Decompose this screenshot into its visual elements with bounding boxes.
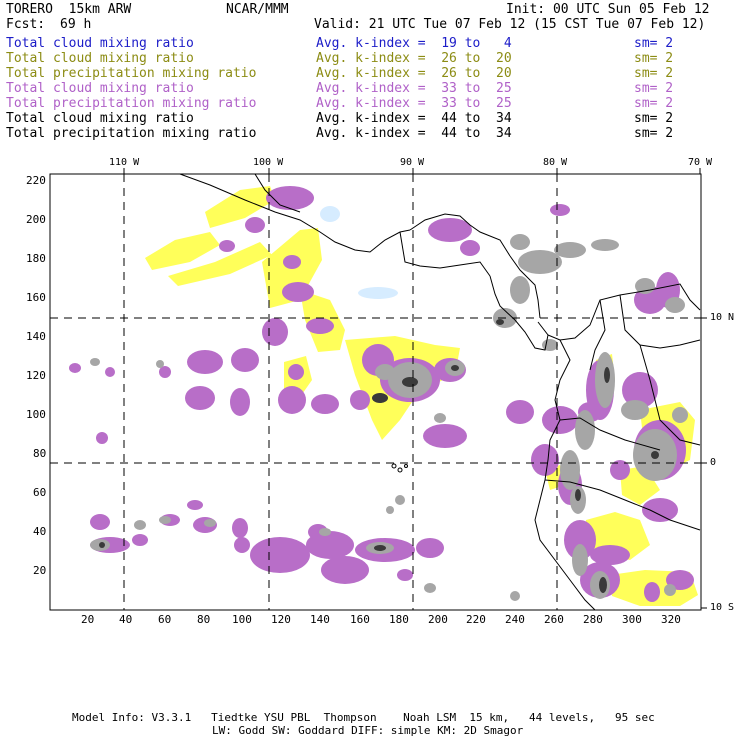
legend-smoothing: sm= 2: [634, 111, 674, 126]
x-tick-label: 260: [544, 613, 564, 626]
coastlines: [179, 174, 701, 610]
legend-kindex: Avg. k-index = 19 to 4: [316, 36, 512, 51]
x-tick-label: 60: [158, 613, 172, 626]
y-tick-label: 140: [26, 330, 46, 343]
lat-label: 10 S: [710, 602, 735, 613]
organization: NCAR/MMM: [226, 2, 289, 17]
lon-label: 100 W: [253, 157, 284, 168]
legend-field: Total cloud mixing ratio: [6, 81, 194, 96]
y-tick-label: 20: [33, 564, 47, 577]
y-tick-label: 200: [26, 213, 46, 226]
legend-kindex: Avg. k-index = 44 to 34: [316, 126, 512, 141]
axis-ticks: [123, 168, 707, 609]
lon-label: 80 W: [543, 157, 568, 168]
legend-kindex: Avg. k-index = 26 to 20: [316, 66, 512, 81]
x-tick-label: 160: [350, 613, 370, 626]
x-tick-label: 220: [466, 613, 486, 626]
legend-field: Total cloud mixing ratio: [6, 36, 194, 51]
legend-kindex: Avg. k-index = 33 to 25: [316, 81, 512, 96]
map-fields: [50, 174, 701, 610]
valid-time: Valid: 21 UTC Tue 07 Feb 12 (15 CST Tue …: [314, 17, 706, 32]
x-tick-label: 320: [661, 613, 681, 626]
legend-field: Total precipitation mixing ratio: [6, 126, 257, 141]
x-tick-label: 40: [119, 613, 133, 626]
model-info: Model Info: V3.3.1 Tiedtke YSU PBL Thomp…: [72, 711, 655, 724]
y-tick-label: 40: [33, 525, 47, 538]
legend-kindex: Avg. k-index = 26 to 20: [316, 51, 512, 66]
x-tick-label: 300: [622, 613, 642, 626]
lat-lon-grid: [50, 174, 701, 610]
legend-field: Total precipitation mixing ratio: [6, 96, 257, 111]
y-tick-label: 60: [33, 486, 47, 499]
legend-smoothing: sm= 2: [634, 81, 674, 96]
forecast-hours: 69 h: [60, 17, 92, 32]
init-time: Init: 00 UTC Sun 05 Feb 12: [506, 2, 710, 17]
y-tick-label: 120: [26, 369, 46, 382]
forecast-label: Fcst:: [6, 17, 46, 32]
y-tick-label: 180: [26, 252, 46, 265]
lat-label: 0: [710, 457, 717, 468]
legend-smoothing: sm= 2: [634, 36, 674, 51]
x-tick-label: 180: [389, 613, 409, 626]
legend-field: Total cloud mixing ratio: [6, 111, 194, 126]
physics-info: LW: Godd SW: Goddard DIFF: simple KM: 2D…: [212, 724, 524, 737]
lon-label: 90 W: [400, 157, 425, 168]
legend-field: Total precipitation mixing ratio: [6, 66, 257, 81]
lat-label: 10 N: [710, 312, 735, 323]
lon-label: 70 W: [688, 157, 713, 168]
x-tick-label: 200: [428, 613, 448, 626]
x-tick-label: 120: [271, 613, 291, 626]
legend-kindex: Avg. k-index = 33 to 25: [316, 96, 512, 111]
galapagos-islands: [391, 463, 408, 473]
x-tick-label: 280: [583, 613, 603, 626]
y-tick-label: 80: [33, 447, 47, 460]
lon-label: 110 W: [109, 157, 140, 168]
legend-smoothing: sm= 2: [634, 51, 674, 66]
legend-kindex: Avg. k-index = 44 to 34: [316, 111, 512, 126]
y-tick-label: 220: [26, 174, 46, 187]
map-frame: [49, 173, 702, 611]
y-tick-label: 100: [26, 408, 46, 421]
legend-smoothing: sm= 2: [634, 96, 674, 111]
legend-smoothing: sm= 2: [634, 126, 674, 141]
legend-field: Total cloud mixing ratio: [6, 51, 194, 66]
model-title: TORERO 15km ARW: [6, 2, 132, 17]
x-tick-label: 20: [81, 613, 95, 626]
x-tick-label: 240: [505, 613, 525, 626]
y-tick-label: 160: [26, 291, 46, 304]
x-tick-label: 140: [310, 613, 330, 626]
legend-smoothing: sm= 2: [634, 66, 674, 81]
x-tick-label: 100: [232, 613, 252, 626]
x-tick-label: 80: [197, 613, 211, 626]
dark-precipitation-core: [99, 319, 659, 593]
